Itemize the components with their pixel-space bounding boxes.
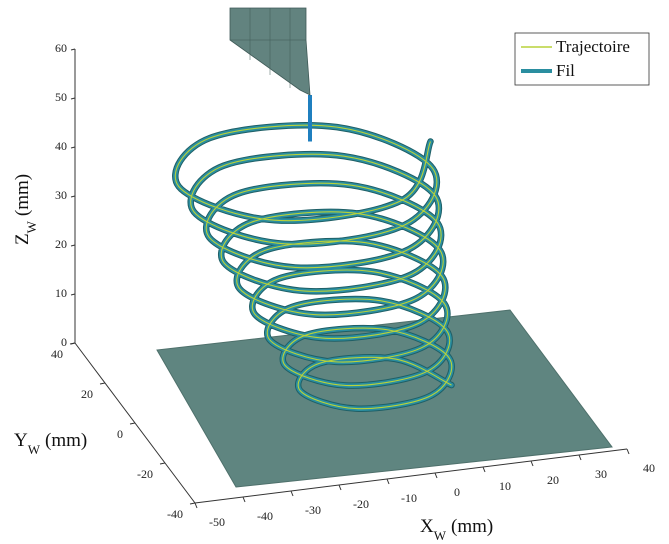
x-tick [386, 478, 390, 485]
x-tick-label: -50 [209, 515, 225, 529]
y-tick [99, 382, 106, 385]
x-tick [482, 466, 486, 473]
x-tick-label: -30 [305, 503, 321, 517]
z-tick-label: 0 [61, 335, 67, 349]
x-tick [194, 502, 198, 509]
legend-label: Trajectoire [556, 37, 630, 56]
legend-label: Fil [556, 61, 575, 80]
x-tick [626, 448, 630, 455]
y-tick-label: 0 [117, 427, 123, 441]
z-tick-label: 60 [55, 41, 67, 55]
z-tick [70, 244, 76, 247]
y-tick-label: 20 [81, 387, 93, 401]
x-tick-label: 30 [595, 467, 607, 481]
z-axis-label: ZW(mm) [12, 174, 39, 245]
z-tick [70, 97, 76, 100]
x-tick [530, 460, 534, 467]
y-tick [189, 502, 196, 505]
x-tick [578, 454, 582, 461]
x-tick-label: -10 [401, 491, 417, 505]
z-tick [70, 146, 76, 149]
y-tick-label: -20 [137, 467, 153, 481]
x-tick-label: 40 [643, 461, 655, 475]
y-tick [159, 462, 166, 465]
z-tick [70, 342, 76, 345]
x-tick [290, 490, 294, 497]
z-tick-label: 50 [55, 90, 67, 104]
z-tick-label: 10 [55, 286, 67, 300]
nozzle [229, 7, 311, 96]
axis-line [194, 448, 628, 504]
x-axis-label: XW (mm) [420, 516, 493, 543]
z-tick [70, 195, 76, 198]
trajectory-line [174, 124, 453, 410]
x-tick-label: -20 [353, 497, 369, 511]
y-tick [129, 422, 136, 425]
z-tick-label: 20 [55, 237, 67, 251]
x-tick-label: 10 [499, 479, 511, 493]
x-tick [434, 472, 438, 479]
x-tick [242, 496, 246, 503]
x-tick-label: -40 [257, 509, 273, 523]
legend: Trajectoire Fil [514, 32, 650, 86]
x-tick-label: 20 [547, 473, 559, 487]
x-tick-label: 0 [454, 485, 460, 499]
y-tick-label: 40 [51, 347, 63, 361]
z-tick [70, 293, 76, 296]
y-tick-label: -40 [167, 507, 183, 521]
z-tick [70, 48, 76, 51]
plot-area [172, 95, 455, 412]
z-tick-label: 40 [55, 139, 67, 153]
y-axis-label: YW (mm) [14, 430, 87, 457]
z-tick-label: 30 [55, 188, 67, 202]
x-tick [338, 484, 342, 491]
build-plate [156, 309, 613, 488]
